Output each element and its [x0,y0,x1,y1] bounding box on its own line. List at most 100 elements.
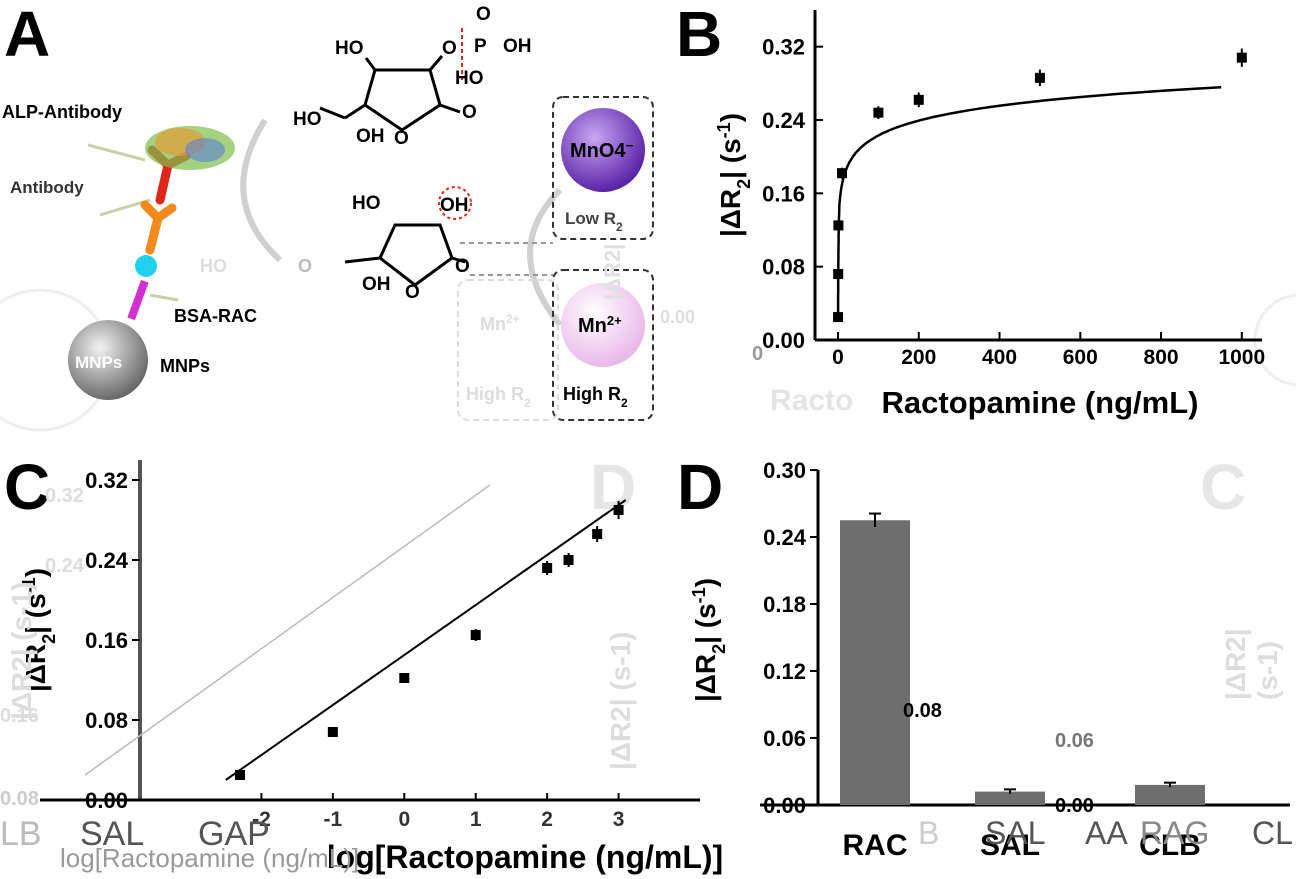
residue-cat-b: B [918,815,940,851]
chart-c-xlabel: log[Ractopamine (ng/mL)] [327,839,723,875]
ghost-mn2-box [457,279,559,421]
mn2-sphere [561,283,645,367]
chart-b-xtick-label: 0 [832,346,844,369]
residue-top-left-1: 0.08 [0,788,39,810]
chart-c-ylabel: |ΔR2| (s-1) [19,568,59,692]
pointer-line-alp [87,143,146,162]
chart-d-ytick-label: 0.24 [763,525,807,550]
residue-top-left-0: 0.00 [660,307,696,327]
panel-label-a: A [4,0,51,70]
chart-d-ylabel: |ΔR2| (s-1) [689,578,729,702]
chart-c-xtick-label: -1 [324,808,343,831]
chart-b-point [833,220,844,231]
chart-d-bar [975,791,1045,805]
aa2p-p: P [474,36,487,57]
curved-arrow-left [240,118,283,263]
chart-d-ytick-label: 0.18 [763,592,806,617]
residue-left-ylabel: |ΔR2| [600,243,625,300]
chart-c-xtick-label: 2 [541,808,553,831]
chart-c-point [542,563,553,573]
chart-c-point [613,505,624,515]
aa2p-o-4: O [394,128,409,149]
chart-c-ytick-label: 0.24 [85,548,129,573]
residue-cat-sal: SAL [80,815,145,853]
chart-c-ytick-label: 0.08 [85,708,128,733]
bead-cyan [135,255,157,277]
chart-d-category-label: CLB [1139,829,1201,862]
mno4-label: MnO4− [570,138,634,163]
chart-b-ylabel: |ΔR2| (s-1) [714,113,754,237]
aa-ghost-ho: HO [200,256,227,276]
residue-cat-gap: GAP [198,815,270,853]
label-alp-antibody: ALP-Antibody [2,102,122,122]
alp-enzyme-icon [145,126,235,170]
chart-d-ytick-label: 0.12 [763,659,806,684]
chart-c-xtick-label: 3 [613,808,625,831]
chart-d-ytick-label: 0.00 [763,793,806,818]
chart-d-bar [840,520,910,805]
chart-d-ytick-label: 0.30 [763,458,806,483]
chart-c-plot: 0.00 0.08 0.16 0.24 0.32 -2 -1 0 1 2 3 |ΔR2| (s-1) l… [19,460,723,875]
mnp-sphere [68,320,148,400]
mn2-label: Mn2+ [578,313,622,338]
chart-b-point [1236,52,1247,63]
chart-b-ytick-label: 0.24 [762,108,806,133]
chart-c-ytick-label: 0.16 [85,628,128,653]
chart-c-fit-line [225,499,627,781]
chart-c-point [235,770,245,780]
mn2-box [552,269,654,421]
chart-b-point [833,269,844,279]
chart-b-point [913,94,924,105]
chart-d-category-label: SAL [980,829,1040,862]
aa-ghost-o: O [298,256,312,276]
aa2p-oh-1: OH [503,36,532,57]
chart-c-point [327,727,338,737]
residue-cat-lb: LB [0,815,42,853]
chart-b-xlabel: Ractopamine (ng/mL) [882,385,1199,420]
ghost-ylabel-c-left: |ΔR2| (s-1) [6,581,37,720]
chart-b-xtick-label: 600 [1063,346,1098,369]
label-bsa-rac: BSA-RAC [174,306,257,326]
chart-b-fit-curve [836,85,1222,322]
residue-d-inner-tick-0: 0.08 [903,700,942,722]
residue-cat-rag: RAG [1140,815,1210,851]
chart-c-ghost-line [84,484,491,776]
aa-o-1: O [455,256,470,277]
ghost-ylabel-c: |ΔR2| (s-1) [1220,628,1283,700]
aa2p-o-2: O [476,4,491,25]
residue-top-left-2: 0.16 [0,705,39,727]
aa2p-ho-3: HO [293,109,322,130]
aa2p-oh-2: OH [356,126,385,147]
ghost-ylabel-d: |ΔR2| (s-1) [605,631,636,770]
residue-d-inner-tick-2: 0.00 [1055,795,1094,817]
residue-top-left-4: 0.32 [45,485,84,507]
chart-b-point [873,107,884,118]
linker-magenta [127,279,149,321]
aa2p-o-1: O [442,38,457,59]
chart-b-ytick-label: 0.16 [762,181,805,206]
chart-c-ytick-label: 0.00 [85,788,128,813]
pointer-line-bsa [149,293,179,302]
ghost-mn2-label: Mn2+ [480,312,520,334]
chart-c-xtick-label: -2 [252,808,271,831]
aa-oh-1: OH [440,195,469,216]
chart-c-xtick-label: 0 [398,808,410,831]
chart-b-xtick-label: 200 [901,346,936,369]
chart-c-point [563,555,574,565]
molecule-aa [344,223,466,287]
chart-b-point [833,312,844,323]
aa-o-2: O [405,282,420,303]
chart-d-category-label: RAC [843,829,908,862]
chart-d-bar [1135,784,1205,805]
antibody-orange [140,200,177,255]
chart-c-xtick-label: 1 [470,808,482,831]
aa2p-ho-1: HO [335,38,364,59]
residue-cat-sal-2: SAL [985,815,1046,851]
chart-b-plot: 0.00 0.08 0.16 0.24 0.32 0 200 400 600 800 1000 |ΔR… [714,10,1265,420]
residue-b-x-0: 0 [752,343,764,365]
